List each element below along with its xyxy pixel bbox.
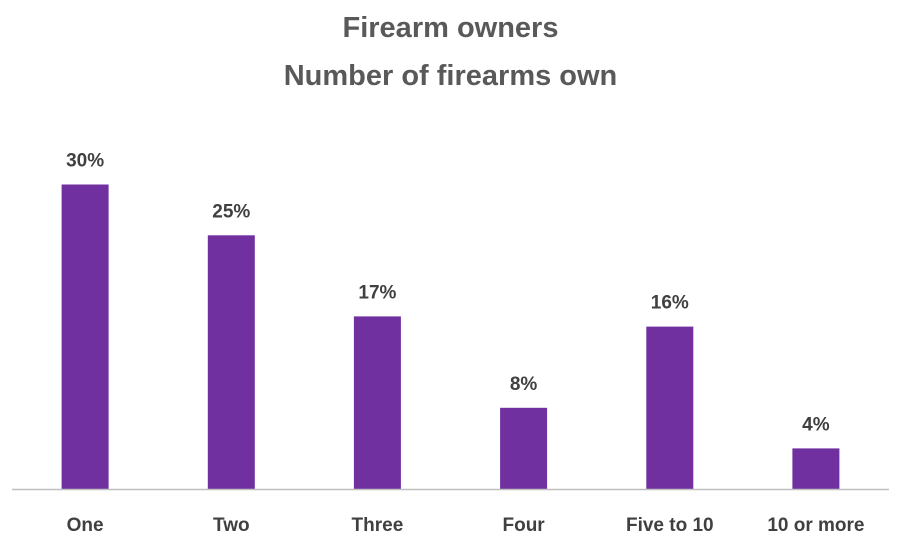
chart-title-line-1: Firearm owners <box>342 12 559 44</box>
category-label-3: Four <box>502 515 545 535</box>
category-label-2: Three <box>352 515 404 535</box>
bar-2 <box>353 316 401 489</box>
category-label-1: Two <box>213 515 250 535</box>
value-label-0: 30% <box>66 151 104 172</box>
value-label-1: 25% <box>212 201 250 222</box>
bars-layer <box>61 184 840 490</box>
bar-0 <box>61 184 109 489</box>
bar-5 <box>792 448 840 489</box>
value-label-5: 4% <box>802 414 830 435</box>
bar-1 <box>207 235 255 490</box>
category-label-5: 10 or more <box>767 515 864 535</box>
chart-title-line-2: Number of firearms own <box>283 60 618 92</box>
bar-4 <box>646 326 694 489</box>
value-label-2: 17% <box>358 282 396 303</box>
category-label-4: Five to 10 <box>626 515 714 535</box>
value-labels-layer: 30% 25% 17% 8% 16% 4% <box>66 151 830 436</box>
category-labels-layer: One Two Three Four Five to 10 10 or more <box>67 515 865 535</box>
value-label-3: 8% <box>510 374 538 395</box>
value-label-4: 16% <box>651 293 689 314</box>
bar-3 <box>500 407 548 489</box>
category-label-0: One <box>67 515 104 535</box>
